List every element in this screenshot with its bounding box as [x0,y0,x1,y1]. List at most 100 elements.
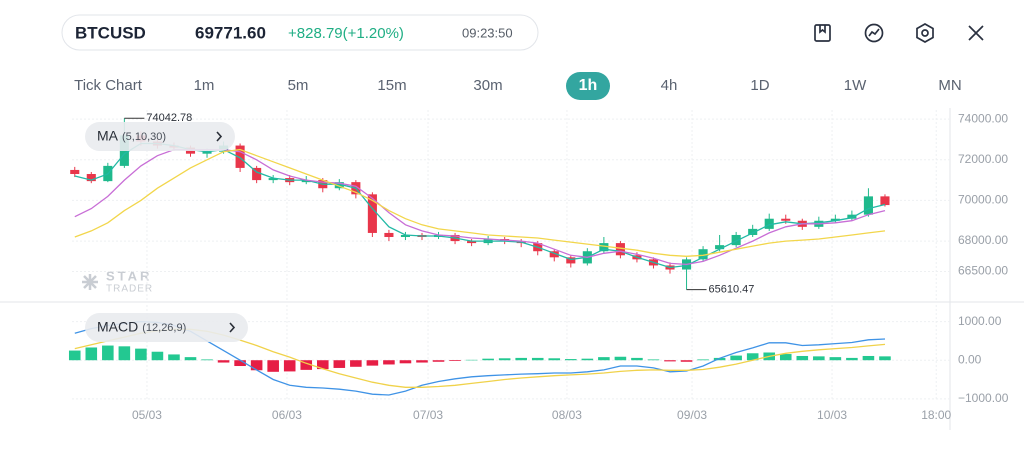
macd-bar [713,357,726,361]
candle-body [86,174,96,182]
candle-body [467,241,477,244]
timeframe-button[interactable]: 5m [288,77,309,94]
macd-bar [746,353,759,361]
timeframe-label: 4h [661,77,678,94]
macd-bar [697,359,709,361]
macd-bar [796,355,809,361]
watermark-sub: TRADER [106,284,153,295]
indicator-icon[interactable] [864,23,884,43]
timeframe-button[interactable]: 4h [661,77,678,94]
macd-bar [168,354,180,361]
ticker-pill [61,14,539,51]
timeframe-label: MN [938,77,961,94]
macd-bar [531,357,544,361]
macd-bar [102,345,114,361]
macd-bar [598,357,610,361]
candle [268,175,278,184]
settings-icon[interactable] [916,23,934,43]
macd-bar [432,360,445,362]
y-tick-label: 0.00 [958,352,982,366]
timeframe-button[interactable]: MN [938,77,961,94]
macd-bar [565,359,577,361]
macd-bar [333,360,346,368]
macd-bar [449,360,461,361]
candle [400,231,410,241]
active-pill [566,72,610,100]
candle-body [781,218,791,221]
candle [863,188,873,217]
timeframes: Tick Chart 1m 5m 15m 30m 1h 4h 1D 1W MN [74,72,962,100]
macd-bar [846,357,858,361]
candle [384,229,394,242]
macd-bar [250,360,263,371]
macd-bar [465,359,478,361]
candle-body [549,251,559,258]
candle-body [764,218,774,229]
y-tick-label: 72000.00 [958,152,1008,166]
macd-bar [813,356,825,361]
candle-body [847,214,857,219]
bookmark-icon[interactable] [814,24,831,42]
candle-body [202,151,212,154]
candle [86,171,96,184]
macd-bar [482,358,494,361]
candle [566,255,576,268]
indicator-legend[interactable]: MACD (12,26,9) [85,313,248,342]
x-tick-label: 10/03 [817,408,847,422]
timeframe-label: Tick Chart [74,77,143,94]
timeframe-label: 1m [194,77,215,94]
watermark-brand: STAR [106,268,152,283]
macd-bar [283,360,296,372]
timeframe-button[interactable]: Tick Chart [74,77,143,94]
macd-bar [267,360,279,372]
macd-bar [829,357,842,361]
x-tick-label: 08/03 [552,408,582,422]
indicator-legend[interactable]: MA (5,10,30) [85,122,235,151]
macd-bar [234,360,246,367]
macd-bar [515,357,527,361]
candle-body [748,228,758,235]
macd-bar [862,355,875,361]
candle [103,162,113,183]
candle-body [235,145,245,168]
candle-body [400,234,410,238]
timeframe-label: 30m [473,77,502,94]
candle-body [367,194,377,233]
timeframe-label: 1W [844,77,867,94]
macd-bar [879,356,891,361]
indicator-name: MA [97,128,119,144]
x-tick-label: 05/03 [132,408,162,422]
ma-line [74,142,886,269]
y-tick-label: 70000.00 [958,193,1008,207]
timeframe-button[interactable]: 1h [566,72,610,100]
candle-body [334,182,344,189]
candle-body [880,196,890,206]
macd-bar [217,360,230,363]
candle-body [698,249,708,260]
macd-bar [779,354,792,361]
timeframe-button[interactable]: 1D [750,77,769,94]
timeframe-button[interactable]: 30m [473,77,502,94]
timeframe-button[interactable]: 1W [844,77,867,94]
candle-body [599,243,609,252]
macd-bar [383,360,395,365]
candle-body [715,245,725,250]
candle [252,165,262,184]
y-tick-label: 66500.00 [958,264,1008,278]
ma-line [74,148,886,257]
macd-bar [647,359,660,361]
candle-body [731,234,741,246]
timeframe-button[interactable]: 15m [377,77,406,94]
timeframe-button[interactable]: 1m [194,77,215,94]
macd-bar [201,359,213,361]
close-icon[interactable] [968,25,984,41]
candle [698,246,708,262]
annotation-label: 74042.78 [146,112,192,124]
y-tick-label: 1000.00 [958,314,1002,328]
candle [70,166,80,178]
candle-body [384,232,394,238]
macd-bar [300,360,313,370]
macd-bar [614,356,627,361]
candle [681,257,692,290]
